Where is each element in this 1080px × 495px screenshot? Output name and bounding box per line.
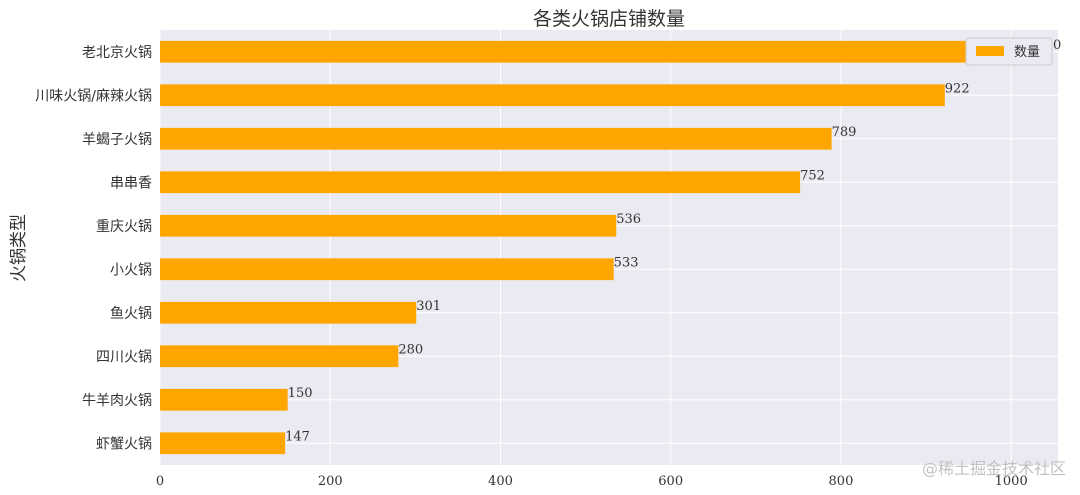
x-tick-label: 400 — [488, 474, 513, 489]
category-label: 虾蟹火锅 — [96, 436, 152, 452]
chart-title: 各类火锅店铺数量 — [533, 8, 685, 30]
legend-swatch — [976, 46, 1004, 56]
category-label: 川味火锅/麻辣火锅 — [35, 88, 152, 104]
watermark: @稀土掘金技术社区 — [921, 459, 1066, 478]
y-axis-label: 火锅类型 — [9, 214, 29, 282]
category-label: 鱼火锅 — [110, 305, 152, 322]
bar — [160, 214, 617, 237]
category-label: 四川火锅 — [96, 349, 152, 365]
bar-value-label: 922 — [945, 81, 970, 96]
legend-box — [965, 37, 1053, 66]
category-label: 老北京火锅 — [82, 45, 152, 61]
bar-value-label: 280 — [398, 342, 423, 357]
bar-value-label: 301 — [416, 299, 441, 314]
category-label: 重庆火锅 — [96, 219, 152, 235]
x-tick-label: 800 — [829, 474, 854, 489]
x-tick-label: 1000 — [995, 474, 1028, 489]
bar — [160, 432, 286, 455]
legend: 数量 — [965, 37, 1053, 66]
legend-label: 数量 — [1014, 45, 1040, 60]
category-label: 羊蝎子火锅 — [82, 132, 152, 148]
data-labels: 1471502803015335367527899221020 — [285, 38, 1061, 445]
category-labels: 虾蟹火锅 牛羊肉火锅 四川火锅 鱼火锅 小火锅 重庆火锅 串串香 羊蝎子火锅 川味火锅/麻辣火锅… — [35, 45, 152, 453]
bar — [160, 258, 614, 281]
x-tick-label: 200 — [318, 474, 343, 489]
bar — [160, 345, 399, 368]
x-tick-label: 0 — [156, 474, 164, 489]
bar — [160, 40, 1029, 63]
category-label: 串串香 — [110, 175, 152, 191]
category-label: 小火锅 — [110, 262, 152, 278]
bar — [160, 388, 288, 411]
bar — [160, 171, 801, 194]
bar-value-label: 533 — [614, 255, 639, 270]
x-tick-label: 600 — [658, 474, 683, 489]
bar — [160, 127, 832, 150]
bar — [160, 301, 417, 324]
bars — [160, 40, 1029, 455]
x-tick-labels: 0 200 400 600 800 1000 — [156, 474, 1028, 489]
category-label: 牛羊肉火锅 — [82, 393, 152, 409]
bar-value-label: 752 — [800, 168, 825, 183]
bar-value-label: 147 — [285, 429, 310, 444]
bar-value-label: 150 — [288, 386, 313, 401]
bar-value-label: 789 — [832, 125, 857, 140]
bar — [160, 84, 945, 107]
bar-value-label: 536 — [616, 212, 641, 227]
